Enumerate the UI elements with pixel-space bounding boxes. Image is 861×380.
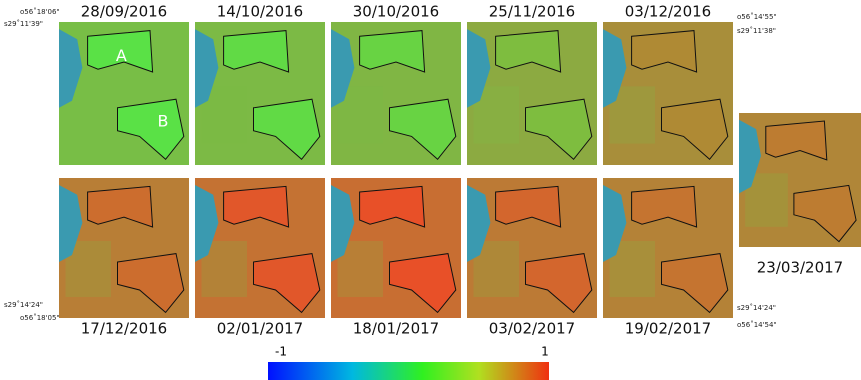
colorbar-min: -1 bbox=[275, 345, 287, 359]
field-label: B bbox=[158, 112, 169, 131]
date-label: 28/09/2016 bbox=[81, 3, 167, 21]
date-label: 30/10/2016 bbox=[353, 3, 439, 21]
date-label: 18/01/2017 bbox=[353, 320, 439, 338]
date-label: 25/11/2016 bbox=[489, 3, 575, 21]
coordinate-label: o56˚18'05" bbox=[20, 314, 60, 322]
date-label: 23/03/2017 bbox=[757, 259, 843, 277]
satellite-image bbox=[467, 22, 597, 165]
coordinate-label: o56˚14'55" bbox=[737, 13, 777, 21]
date-label: 02/01/2017 bbox=[217, 320, 303, 338]
satellite-image bbox=[195, 178, 325, 318]
coordinate-label: s29˚11'39" bbox=[4, 20, 43, 28]
satellite-image bbox=[739, 113, 861, 247]
satellite-image bbox=[331, 22, 461, 165]
date-label: 03/02/2017 bbox=[489, 320, 575, 338]
date-label: 19/02/2017 bbox=[625, 320, 711, 338]
colorbar bbox=[268, 362, 549, 380]
satellite-image bbox=[603, 22, 733, 165]
satellite-image bbox=[603, 178, 733, 318]
satellite-image bbox=[59, 22, 189, 165]
date-label: 17/12/2016 bbox=[81, 320, 167, 338]
date-label: 03/12/2016 bbox=[625, 3, 711, 21]
satellite-image bbox=[195, 22, 325, 165]
date-label: 14/10/2016 bbox=[217, 3, 303, 21]
coordinate-label: s29˚11'38" bbox=[737, 27, 776, 35]
coordinate-label: s29˚14'24" bbox=[4, 301, 43, 309]
coordinate-label: s29˚14'24" bbox=[737, 304, 776, 312]
satellite-image bbox=[467, 178, 597, 318]
coordinate-label: o56˚18'06" bbox=[20, 8, 60, 16]
figure: o56˚18'06" s29˚11'39" o56˚14'55" s29˚11'… bbox=[0, 0, 861, 380]
field-label: A bbox=[116, 46, 127, 65]
figure-canvas: o56˚18'06" s29˚11'39" o56˚14'55" s29˚11'… bbox=[0, 0, 861, 380]
coordinate-label: o56˚14'54" bbox=[737, 321, 777, 329]
satellite-image bbox=[59, 178, 189, 318]
satellite-image bbox=[331, 178, 461, 318]
colorbar-max: 1 bbox=[541, 345, 549, 359]
